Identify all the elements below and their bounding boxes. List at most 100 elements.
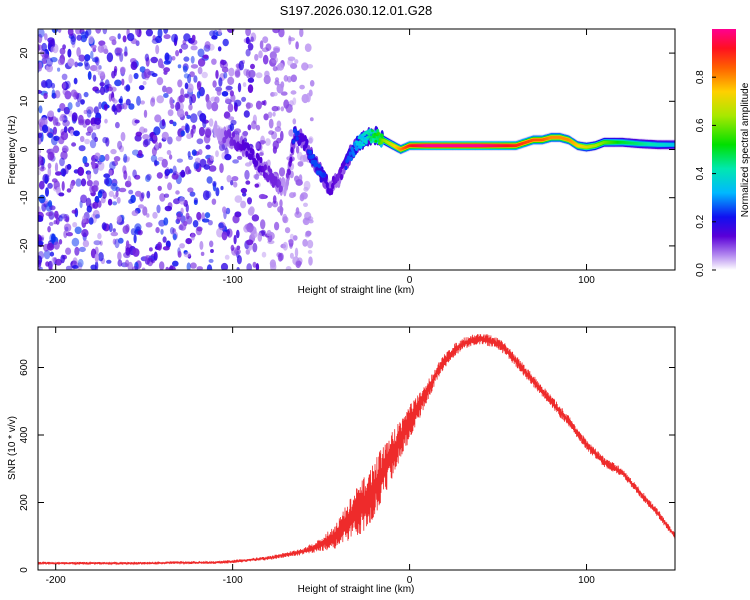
spectrogram-noise-blob [118,98,123,104]
spectrogram-noise-blob [219,59,225,69]
spectrogram-noise-blob [48,221,54,226]
spectrogram-noise-blob [156,172,163,179]
spectrogram-noise-blob [157,58,164,69]
spectrogram-ridge-point [251,148,255,156]
spectrogram-noise-blob [86,109,92,118]
spectrogram-noise-blob [38,89,43,94]
spectrogram-noise-blob [169,227,175,235]
spectrogram-noise-blob [43,249,51,260]
spectrogram-noise-blob [82,156,88,164]
spectrogram-noise-blob [58,192,65,197]
spectrogram-noise-blob [88,35,94,45]
spectrogram-noise-blob [255,72,263,79]
spectrogram-noise-blob [274,126,282,132]
spectrogram-noise-blob [204,212,211,219]
spectrogram-noise-blob [119,66,126,75]
spectrogram-noise-blob [38,132,43,138]
spectrogram-noise-blob [288,239,294,244]
spectrogram-noise-blob [247,43,254,51]
spectrogram-ridge-point [359,143,363,147]
spectrogram-noise-blob [199,158,207,168]
spectrogram-noise-blob [272,111,276,117]
spectrogram-noise-blob [150,56,158,64]
spectrogram-noise-blob [97,160,105,171]
spectrogram-noise-blob [185,166,191,175]
spectrogram-noise-blob [125,84,131,92]
spectrogram-noise-blob [131,266,139,270]
spectrogram-noise-blob [179,243,186,249]
spectrogram-noise-blob [210,249,214,253]
spectrogram-noise-blob [42,124,49,134]
spectrogram-noise-blob [113,156,121,162]
spectrogram-noise-blob [94,136,98,143]
snr-frame [37,326,676,571]
spectrogram-noise-blob [219,163,224,174]
spectrogram-noise-blob [175,135,182,142]
spectrogram-noise-blob [309,117,314,122]
colorbar-tick-label: 0.4 [695,166,706,180]
spectrogram-noise-blob [102,191,107,199]
spectrogram-noise-blob [218,77,223,87]
spectrogram-noise-blob [154,160,160,166]
spectrogram-noise-blob [145,29,153,37]
spectrogram-noise-blob [206,176,213,184]
spectrogram-noise-blob [250,36,254,42]
spectrogram-noise-blob [84,62,91,71]
spectrogram-noise-blob [163,67,171,73]
spectrogram-noise-blob [38,44,43,51]
spectrogram-noise-blob [211,58,217,65]
spectrogram-noise-blob [123,170,128,180]
spectrogram-noise-blob [226,228,233,238]
spectrogram-ridge-point [256,154,260,161]
spectrogram-noise-blob [182,65,188,73]
spectrogram-noise-blob [109,35,117,42]
spectrogram-noise-blob [84,54,91,62]
spectrogram-noise-blob [280,81,285,89]
spectrogram-noise-blob [201,71,208,79]
spectrogram-noise-blob [308,256,313,266]
spectrogram-noise-blob [97,70,105,77]
spectrogram-noise-blob [251,120,257,130]
spectrogram-noise-blob [212,80,217,88]
spectrogram-noise-blob [38,215,44,222]
spectrogram-noise-blob [172,260,179,267]
spectrogram-noise-blob [209,155,214,161]
spectrogram-noise-blob [82,239,90,248]
spectrogram-noise-blob [132,248,140,257]
spectrogram-noise-blob [224,153,232,161]
spectrogram-noise-blob [136,95,141,106]
spectrogram-noise-blob [51,233,56,243]
spectrogram-noise-blob [217,29,222,36]
spectrogram-noise-blob [115,121,120,129]
spectrogram-noise-blob [263,74,271,85]
spectrogram-noise-blob [243,110,250,118]
spectrogram-ridge-point [231,131,236,138]
spectrogram-noise-blob [236,245,241,251]
spectrogram-noise-blob [85,197,92,208]
spectrogram-noise-blob [52,116,57,126]
spectrogram-noise-blob [304,211,312,221]
spectrogram-noise-blob [45,187,49,197]
spectrogram-noise-blob [103,173,111,178]
spectrogram-noise-blob [251,214,260,222]
spectrogram-noise-blob [48,266,53,270]
spectrogram-noise-blob [227,116,235,121]
spectrogram-noise-blob [289,192,296,199]
spectrogram-x-tick-label: -100 [223,275,243,286]
spectrogram-noise-blob [145,174,151,182]
spectrogram-noise-blob [218,222,224,229]
spectrogram-noise-blob [258,140,266,145]
spectrogram-noise-blob [244,169,250,180]
spectrogram-noise-blob [255,263,260,270]
spectrogram-noise-blob [149,247,153,252]
spectrogram-noise-blob [270,262,277,270]
spectrogram-noise-blob [109,86,117,92]
spectrogram-noise-blob [91,160,96,170]
spectrogram-noise-blob [287,56,296,62]
spectrogram-noise-blob [155,35,163,44]
spectrogram-noise-blob [288,35,292,45]
spectrogram-noise-blob [161,118,166,127]
spectrogram-noise-blob [112,228,116,233]
spectrogram-noise-blob [169,96,174,106]
